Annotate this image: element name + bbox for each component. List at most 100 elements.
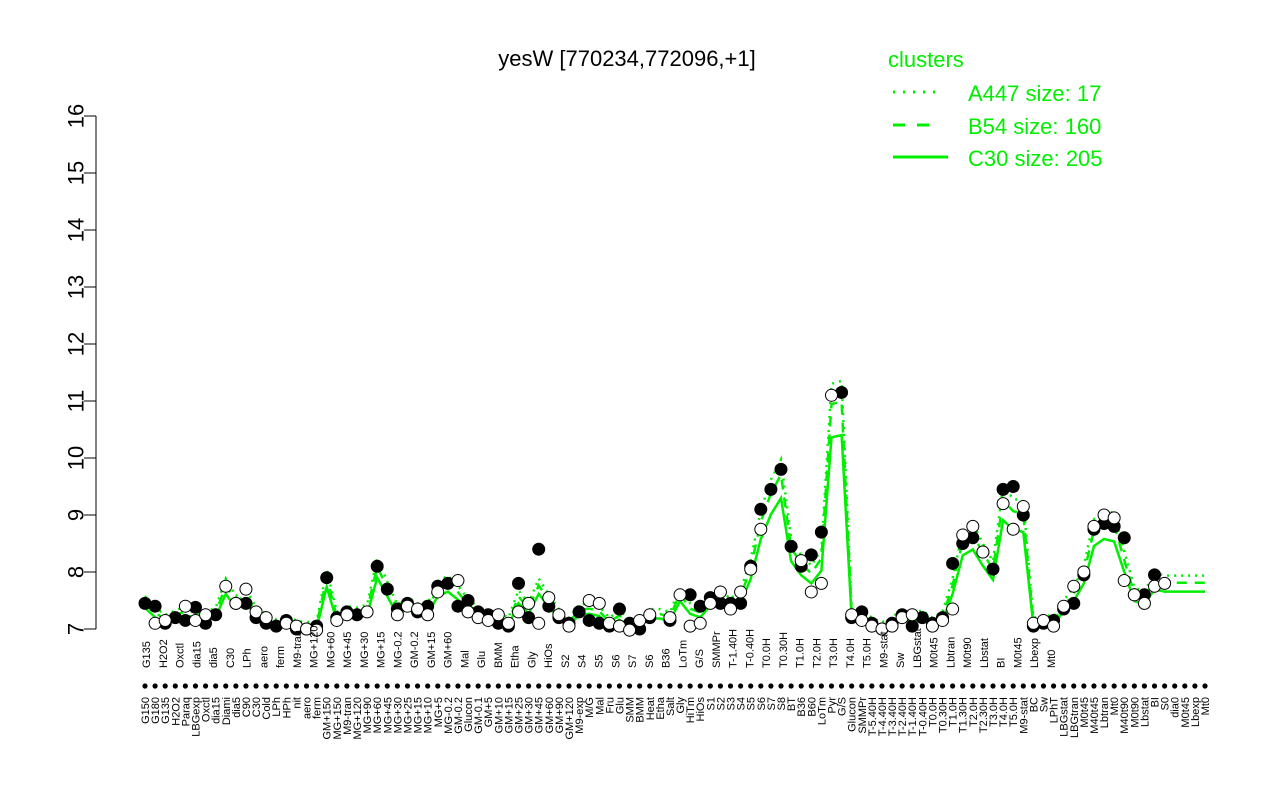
rug-mark	[727, 683, 734, 689]
x-tick-label: LoTm	[816, 697, 828, 725]
x-tick-label: Cold	[261, 697, 273, 720]
rug-mark	[1172, 683, 1178, 689]
x-tick-label: LBGexp	[190, 697, 202, 737]
rug-mark	[990, 683, 996, 689]
point-label: S2	[560, 655, 572, 668]
point-label: T0.30H	[778, 632, 790, 668]
data-point	[1067, 579, 1081, 593]
rug-mark	[697, 683, 703, 689]
point-label: Sw	[895, 653, 907, 668]
x-tick-label: T4.0H	[998, 697, 1010, 727]
data-point	[946, 602, 960, 616]
x-tick-label: GM+30	[524, 697, 536, 733]
data-point	[693, 616, 707, 630]
point-label: S6	[610, 655, 622, 668]
data-point	[703, 596, 717, 610]
x-tick-label: Gly	[675, 697, 687, 714]
data-point	[1047, 619, 1061, 633]
point-label: Mal	[459, 650, 471, 668]
x-tick-label: Mal	[594, 697, 606, 715]
x-tick-label: T2.30H	[978, 697, 990, 733]
rug-mark	[980, 683, 986, 689]
data-point	[956, 528, 970, 542]
x-tick-label: C30	[251, 697, 263, 717]
data-point	[724, 602, 738, 616]
x-tick-label: HiTm	[685, 697, 697, 723]
rug-mark	[717, 683, 724, 689]
point-label: T5.0H	[862, 638, 874, 668]
x-tick-label: Etha	[655, 696, 667, 720]
data-point	[1077, 565, 1091, 579]
point-label: H2O2	[158, 639, 170, 668]
data-point	[774, 462, 788, 476]
rug-mark	[960, 683, 966, 689]
data-point	[1148, 568, 1162, 582]
data-point	[512, 605, 526, 619]
point-label: S6	[644, 655, 656, 668]
rug-mark	[233, 683, 239, 689]
x-tick-label: M40t45	[1089, 697, 1101, 734]
x-tick-label: Fru	[604, 697, 616, 714]
rug-mark	[1131, 683, 1137, 689]
data-point	[966, 519, 980, 533]
point-label: T3.0H	[828, 638, 840, 668]
rug-mark	[1040, 683, 1047, 689]
rug-mark	[818, 683, 824, 689]
rug-mark	[394, 683, 400, 689]
data-point	[158, 613, 172, 627]
point-label: dia5	[208, 647, 220, 668]
rug-mark	[1091, 683, 1097, 689]
data-point	[1107, 511, 1121, 525]
data-point	[713, 585, 727, 599]
x-tick-label: Oxctl	[201, 697, 213, 722]
data-point	[673, 588, 687, 602]
x-tick-label: G/S	[837, 697, 849, 716]
data-point	[360, 605, 374, 619]
rug-mark	[1071, 683, 1077, 689]
x-tick-label: BT	[786, 697, 798, 711]
point-label: T-1.40H	[728, 629, 740, 668]
x-tick-label: S1	[705, 697, 717, 710]
rug-mark	[1000, 683, 1006, 689]
data-point	[320, 571, 334, 585]
rug-mark	[576, 683, 582, 689]
data-point	[431, 585, 445, 599]
x-tick-label: S7	[766, 697, 778, 710]
point-label: T1.0H	[795, 638, 807, 668]
x-tick-label: G135	[160, 697, 172, 724]
data-point	[855, 613, 869, 627]
point-label: T4.0H	[845, 638, 857, 668]
rug-mark	[889, 683, 895, 689]
point-label: aero	[258, 646, 270, 668]
data-point	[532, 616, 546, 630]
x-tick-label: T-0.40H	[917, 697, 929, 736]
x-tick-label: M/G	[584, 697, 596, 718]
point-label: LoTm	[677, 640, 689, 668]
x-tick-label: Heat	[645, 697, 657, 720]
data-point	[259, 611, 273, 625]
data-point	[1087, 519, 1101, 533]
point-label: S7	[627, 655, 639, 668]
x-tick-label: MG+10	[423, 697, 435, 733]
x-tick-label: MG+60	[372, 697, 384, 733]
data-point	[764, 482, 778, 496]
x-tick-label: Paraq	[180, 697, 192, 726]
y-axis: 7 8 9 10 11 12 13 14 15 16	[64, 104, 97, 635]
x-tick-label: S3	[726, 697, 738, 710]
rug-mark	[899, 683, 905, 689]
data-point	[794, 554, 808, 568]
y-tick-label: 14	[64, 218, 89, 242]
x-tick-label: GM+5	[483, 697, 495, 727]
x-tick-label: T-5.40H	[867, 697, 879, 736]
rug-mark	[606, 683, 612, 689]
x-tick-label: dia15	[211, 697, 223, 724]
rug-mark	[1020, 683, 1026, 689]
x-tick-label: MG+25	[402, 697, 414, 733]
x-tick-label: M9-exp	[574, 697, 586, 734]
rug-mark	[647, 683, 653, 689]
x-tick-label: M40t90	[1119, 697, 1131, 734]
x-tick-label: M0t90	[1129, 697, 1141, 728]
x-tick-label: S5	[746, 697, 758, 710]
x-tick-label: nit	[291, 697, 303, 709]
